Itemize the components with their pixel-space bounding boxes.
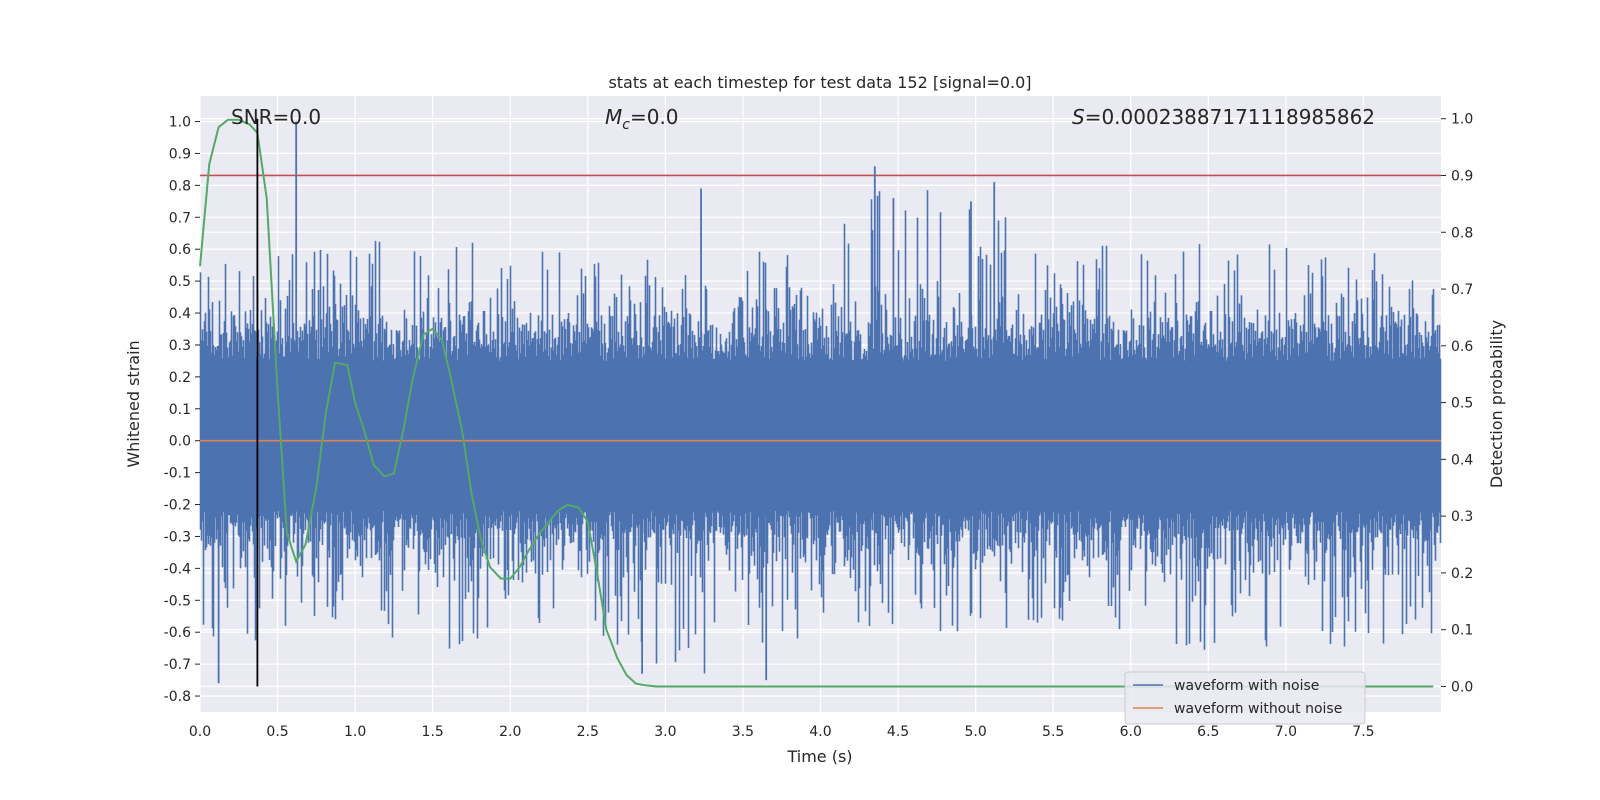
legend-label-noise: waveform with noise <box>1174 678 1319 694</box>
y-right-tick-labels: 0.0 0.1 0.2 0.3 0.4 0.5 0.6 0.7 0.8 0.9 1.0 <box>1441 112 1473 695</box>
y-left-tick-label: 1.0 <box>169 115 191 131</box>
y-right-axis-label: Detection probability <box>1487 320 1506 488</box>
y-right-tick-label: 0.7 <box>1451 282 1473 298</box>
y-right-tick-label: 0.8 <box>1451 225 1473 241</box>
x-tick-label: 7.5 <box>1352 724 1374 740</box>
y-left-tick-label: 0.9 <box>169 146 191 162</box>
detection-probability-curve <box>199 118 1434 688</box>
y-left-tick-label: 0.4 <box>169 306 191 322</box>
y-left-tick-label: -0.8 <box>164 689 191 705</box>
x-tick-label: 7.0 <box>1275 724 1297 740</box>
y-right-tick-label: 0.9 <box>1451 168 1473 184</box>
x-tick-label: 2.0 <box>499 724 521 740</box>
x-tick-label: 6.5 <box>1197 724 1219 740</box>
x-tick-label: 3.0 <box>654 724 676 740</box>
y-right-tick-label: 0.0 <box>1451 679 1473 695</box>
y-right-tick-label: 0.5 <box>1451 396 1473 412</box>
noise-waveform-path <box>199 190 1442 674</box>
legend: waveform with noise waveform without noi… <box>1124 671 1366 725</box>
x-tick-label: 4.0 <box>809 724 831 740</box>
x-tick-label: 0.0 <box>189 724 211 740</box>
x-tick-label: 4.5 <box>887 724 909 740</box>
y-left-tick-labels: -0.8 -0.7 -0.6 -0.5 -0.4 -0.3 -0.2 -0.1 0.0 0.1 0.… <box>164 115 200 705</box>
y-left-tick-label: 0.8 <box>169 178 191 194</box>
y-left-tick-label: -0.4 <box>164 561 191 577</box>
x-tick-label: 3.5 <box>732 724 754 740</box>
y-left-tick-label: 0.7 <box>169 210 191 226</box>
y-left-tick-label: -0.2 <box>164 498 191 514</box>
probability-line <box>199 118 1434 688</box>
y-left-tick-label: -0.7 <box>164 657 191 673</box>
s-annotation: S=0.00023887171118985862 <box>1072 105 1375 129</box>
y-right-tick-label: 0.2 <box>1451 566 1473 582</box>
x-tick-label: 1.5 <box>422 724 444 740</box>
y-left-tick-label: -0.6 <box>164 625 191 641</box>
noise-waveform <box>199 121 1442 684</box>
y-left-tick-label: -0.3 <box>164 529 191 545</box>
mc-value: =0.0 <box>630 105 679 129</box>
legend-label-clean: waveform without noise <box>1174 701 1342 717</box>
y-left-tick-label: 0.5 <box>169 274 191 290</box>
x-tick-label: 2.5 <box>577 724 599 740</box>
snr-annotation: SNR=0.0 <box>231 105 321 129</box>
x-tick-labels: 0.0 0.5 1.0 1.5 2.0 2.5 3.0 3.5 4.0 4.5 5.0 5.5 6.0 6… <box>189 724 1375 740</box>
s-value: =0.00023887171118985862 <box>1085 105 1375 129</box>
mc-annotation: Mc=0.0 <box>605 105 679 133</box>
x-tick-label: 1.0 <box>344 724 366 740</box>
x-tick-label: 5.0 <box>964 724 986 740</box>
x-axis-label: Time (s) <box>786 747 852 766</box>
y-left-tick-label: 0.3 <box>169 338 191 354</box>
y-right-tick-label: 0.3 <box>1451 509 1473 525</box>
y-right-tick-label: 0.4 <box>1451 452 1473 468</box>
y-left-tick-label: -0.1 <box>164 466 191 482</box>
y-left-tick-label: 0.0 <box>169 434 191 450</box>
s-symbol: S <box>1072 105 1085 129</box>
y-right-tick-label: 0.1 <box>1451 623 1473 639</box>
mc-subscript: c <box>622 117 630 133</box>
chart-title: stats at each timestep for test data 152… <box>608 73 1031 92</box>
y-right-tick-label: 1.0 <box>1451 112 1473 128</box>
y-right-tick-label: 0.6 <box>1451 339 1473 355</box>
y-left-tick-label: 0.6 <box>169 242 191 258</box>
mc-symbol: M <box>605 105 622 129</box>
y-left-tick-label: 0.1 <box>169 402 191 418</box>
x-tick-label: 5.5 <box>1042 724 1064 740</box>
x-tick-label: 0.5 <box>266 724 288 740</box>
y-left-tick-label: 0.2 <box>169 370 191 386</box>
y-left-tick-label: -0.5 <box>164 593 191 609</box>
legend-box <box>1124 671 1366 725</box>
x-tick-label: 6.0 <box>1120 724 1142 740</box>
y-left-axis-label: Whitened strain <box>124 340 143 467</box>
